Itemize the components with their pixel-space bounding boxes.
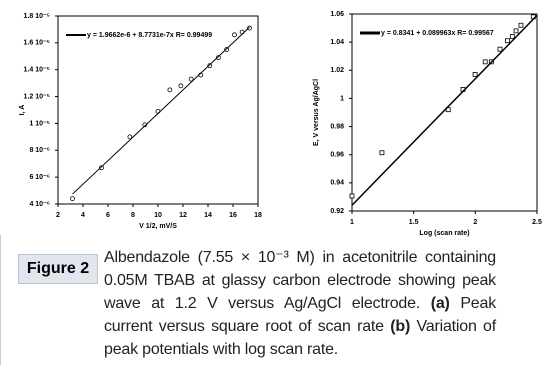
y-tick-label: 0.96 <box>330 152 344 159</box>
point <box>518 22 524 28</box>
y-tick-label: 0.94 <box>330 180 344 187</box>
point <box>70 196 75 202</box>
x-tick-label: 10 <box>154 212 162 219</box>
y-tick-label: 1 <box>340 95 344 102</box>
y-tick-label: 1.02 <box>330 67 344 74</box>
y-tick-label: 1.2 10⁻⁵ <box>24 93 50 100</box>
x-tick-label: 1.5 <box>409 219 419 226</box>
y-axis-label: E, V versus Ag/AgCl <box>313 79 320 146</box>
caption-part: Variation of peak potentials with log sc… <box>104 318 496 358</box>
page-edge <box>0 235 9 365</box>
point <box>215 55 221 61</box>
x-tick-label: 2 <box>473 219 477 226</box>
point <box>178 83 184 89</box>
y-tick-label: 4 10⁻⁶ <box>29 201 50 208</box>
point <box>232 32 237 38</box>
y-tick-label: 1.8 10⁻⁵ <box>24 13 50 20</box>
legend-label: y = 0.8341 + 0.089963x R= 0.99567 <box>381 30 494 37</box>
x-tick-label: 2 <box>56 212 60 219</box>
caption-part: Peak current versus square root of scan … <box>104 295 497 335</box>
point <box>445 107 451 113</box>
y-tick-label: 6 10⁻⁶ <box>29 174 50 181</box>
point <box>207 63 213 69</box>
point <box>379 150 385 156</box>
point <box>349 193 355 199</box>
figure: 2 4 6 8 10 12 14 16 184 10⁻⁶6 10⁻⁶8 10⁻⁶1 10⁻⁵1.… <box>19 11 542 237</box>
point <box>482 59 488 65</box>
x-tick-label: 16 <box>229 212 237 219</box>
plot-frame <box>351 13 538 212</box>
point <box>472 72 478 77</box>
y-tick-label: 1.04 <box>330 39 344 46</box>
point <box>99 165 104 171</box>
legend-label: y = 1.9662e-6 + 8.7731e-7x R= 0.99499 <box>87 32 212 39</box>
x-tick-label: 6 <box>106 212 110 219</box>
y-tick-label: 1 10⁻⁵ <box>29 120 50 127</box>
y-axis-label: I, A <box>19 105 26 116</box>
x-tick-label: 14 <box>204 212 212 219</box>
x-tick-label: 4 <box>81 212 85 219</box>
y-tick-label: 1.06 <box>330 11 344 18</box>
y-tick-label: 1.6 10⁻⁵ <box>24 40 50 47</box>
x-axis-label: V 1/2, mV/S <box>139 223 177 230</box>
caption-part: Albendazole (7.55 × 10⁻³ M) in acetonitr… <box>104 249 496 312</box>
point <box>509 34 515 39</box>
x-tick-label: 8 <box>131 212 135 219</box>
x-tick-label: 18 <box>254 212 262 219</box>
point <box>167 87 173 93</box>
fit-line <box>72 26 250 195</box>
x-tick-label: 2.5 <box>532 219 542 226</box>
point <box>247 25 252 31</box>
x-tick-label: 12 <box>179 212 187 219</box>
figure-caption: Albendazole (7.55 × 10⁻³ M) in acetonitr… <box>104 246 496 361</box>
y-tick-label: 1.4 10⁻⁵ <box>24 67 50 74</box>
x-axis-label: Log (scan rate) <box>419 230 469 237</box>
figure-label: Figure 2 <box>18 254 98 284</box>
caption-part: (a) <box>420 295 450 312</box>
point <box>127 134 133 140</box>
y-tick-label: 0.92 <box>330 208 344 215</box>
caption-part: (b) <box>390 318 411 335</box>
x-tick-label: 1 <box>350 219 354 226</box>
point <box>513 28 519 34</box>
point <box>497 46 503 52</box>
fit-line <box>351 14 538 206</box>
point <box>188 76 194 82</box>
y-tick-label: 8 10⁻⁶ <box>29 147 50 154</box>
y-tick-label: 0.98 <box>330 123 344 130</box>
point <box>504 38 510 44</box>
